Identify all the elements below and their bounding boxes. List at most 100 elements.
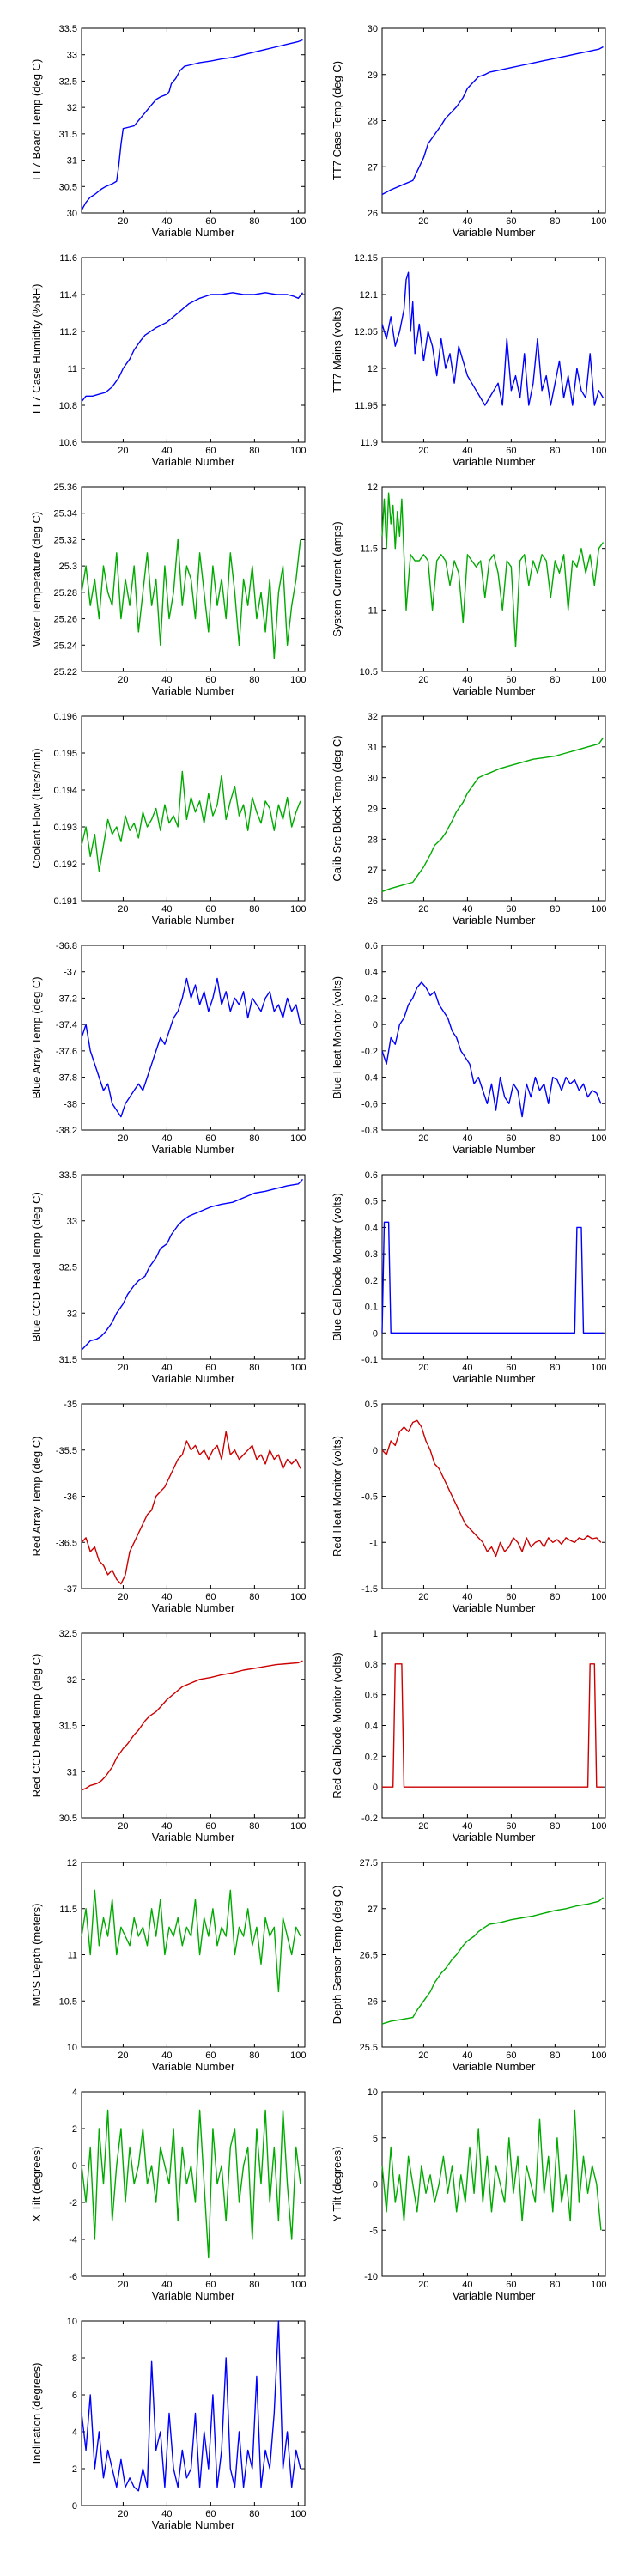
panel-2-xtick-label: 100 xyxy=(591,216,606,227)
panel-15-xtick-label: 100 xyxy=(290,1821,306,1832)
panel-21-xtick-label: 60 xyxy=(205,2509,216,2519)
panel-17-ytick-label: 10 xyxy=(67,2043,77,2053)
panel-13-xtick-label: 100 xyxy=(290,1592,306,1602)
panel-13-ylabel: Red Array Temp (deg C) xyxy=(30,1437,43,1557)
panel-11-xtick-label: 20 xyxy=(118,1363,128,1373)
panel-12-ytick-label: 0.2 xyxy=(365,1276,378,1286)
panel-9-series-line xyxy=(81,977,301,1118)
panel-12-ytick-label: 0 xyxy=(373,1328,378,1339)
panel-6-xlabel: Variable Number xyxy=(453,684,536,697)
panel-2-xtick-label: 40 xyxy=(462,216,472,227)
panel-4-ytick-label: 12.15 xyxy=(354,253,378,264)
panel-9-xtick-label: 20 xyxy=(118,1133,128,1144)
panel-6-series-line xyxy=(381,492,605,647)
panel-6-ytick-label: 11 xyxy=(368,605,378,616)
panel-18-ylabel: Depth Sensor Temp (deg C) xyxy=(331,1886,343,2025)
panel-14-xlabel: Variable Number xyxy=(453,1601,536,1614)
panel-10-xtick-label: 80 xyxy=(550,1133,560,1144)
panel-4-ylabel: TT7 Mains (volts) xyxy=(331,307,343,392)
panel-14-ytick-label: -0.5 xyxy=(361,1492,378,1503)
panel-19-ytick-label: -2 xyxy=(69,2198,77,2208)
panel-13-series-line xyxy=(81,1431,301,1585)
panel-10-ylabel: Blue Heat Monitor (volts) xyxy=(331,976,343,1099)
panel-16-xtick-label: 40 xyxy=(462,1821,472,1832)
panel-4-series-line xyxy=(381,271,605,406)
panel-15-axes-frame xyxy=(81,1632,306,1819)
panel-7-xtick-label: 100 xyxy=(290,904,306,914)
panel-17-ytick-label: 10.5 xyxy=(59,1996,77,2007)
panel-21-xtick-label: 40 xyxy=(161,2509,172,2519)
panel-2-ytick-label: 27 xyxy=(368,162,378,173)
panel-11-axes-frame xyxy=(81,1174,306,1360)
panel-7-ytick-label: 0.196 xyxy=(53,712,77,722)
panel-12-ylabel: Blue Cal Diode Monitor (volts) xyxy=(331,1193,343,1341)
panel-7-xlabel: Variable Number xyxy=(152,914,235,927)
panel-8-xtick-label: 100 xyxy=(591,904,606,914)
panel-2-ytick-label: 28 xyxy=(368,117,378,127)
panel-21-xtick-label: 80 xyxy=(249,2509,259,2519)
panel-1-ytick-label: 33.5 xyxy=(59,24,77,34)
panel-15-ylabel: Red CCD head temp (deg C) xyxy=(30,1654,43,1798)
panel-1-xtick-label: 20 xyxy=(118,216,128,227)
panel-2-xtick-label: 20 xyxy=(418,216,428,227)
panel-3-xtick-label: 40 xyxy=(161,446,172,456)
panel-8-ylabel: Calib Src Block Temp (deg C) xyxy=(331,735,343,881)
panel-19-xlabel: Variable Number xyxy=(152,2289,235,2302)
panel-3-axes-frame xyxy=(81,257,306,443)
panel-2-xtick-label: 60 xyxy=(506,216,516,227)
panel-20-xtick-label: 60 xyxy=(506,2280,516,2290)
panel-18-xtick-label: 80 xyxy=(550,2050,560,2061)
panel-5-ylabel: Water Temperature (deg C) xyxy=(30,512,43,647)
panel-7-ytick-label: 0.191 xyxy=(53,896,77,907)
panel-1-ylabel: TT7 Board Temp (deg C) xyxy=(30,59,43,183)
panel-14-xtick-label: 80 xyxy=(550,1592,560,1602)
panel-7-ytick-label: 0.194 xyxy=(53,786,77,796)
panel-10-axes-frame xyxy=(381,945,606,1131)
panel-19-series-line xyxy=(81,2109,301,2259)
panel-19-ytick-label: 0 xyxy=(72,2161,77,2172)
panel-20-ytick-label: 10 xyxy=(368,2087,378,2098)
panel-12-xtick-label: 100 xyxy=(591,1363,606,1373)
panel-16-xtick-label: 100 xyxy=(591,1821,606,1832)
panel-10-xtick-label: 100 xyxy=(591,1133,606,1144)
panel-21-ytick-label: 4 xyxy=(72,2427,77,2438)
panel-2-ylabel: TT7 Case Temp (deg C) xyxy=(331,61,343,180)
panel-12-ytick-label: 0.4 xyxy=(365,1223,378,1233)
panel-12-ytick-label: 0.3 xyxy=(365,1249,378,1260)
panel-3-ytick-label: 11.4 xyxy=(59,290,77,301)
panel-16-xlabel: Variable Number xyxy=(453,1831,536,1844)
panel-21-axes-frame xyxy=(81,2320,306,2506)
panel-17-ytick-label: 12 xyxy=(67,1858,77,1868)
panel-5-ytick-label: 25.3 xyxy=(59,562,77,572)
panel-19-xtick-label: 100 xyxy=(290,2280,306,2290)
panel-10-ytick-label: -0.4 xyxy=(361,1073,378,1084)
panel-4-ytick-label: 11.95 xyxy=(355,401,378,411)
panel-19-xtick-label: 20 xyxy=(118,2280,128,2290)
panel-6-ytick-label: 12 xyxy=(368,483,378,493)
panel-18-ytick-label: 27.5 xyxy=(360,1858,378,1868)
panel-7-ytick-label: 0.193 xyxy=(53,823,77,833)
panel-9-xtick-label: 40 xyxy=(161,1133,172,1144)
panel-19-ytick-label: 2 xyxy=(72,2124,77,2135)
panel-9-axes-frame xyxy=(81,945,306,1131)
panel-18-xtick-label: 60 xyxy=(506,2050,516,2061)
panel-7-axes-frame xyxy=(81,715,306,902)
panel-3-xtick-label: 80 xyxy=(249,446,259,456)
panel-7-xtick-label: 80 xyxy=(249,904,259,914)
panel-4-xtick-label: 20 xyxy=(418,446,428,456)
panel-4-axes-frame xyxy=(381,257,606,443)
panel-18-ytick-label: 25.5 xyxy=(360,2043,378,2053)
panel-3-xtick-label: 60 xyxy=(205,446,216,456)
panel-21-series-line xyxy=(81,2320,301,2492)
panel-3-xtick-label: 20 xyxy=(118,446,128,456)
panel-7-series-line xyxy=(81,770,301,872)
panel-16-series-line xyxy=(382,1663,604,1788)
panel-14-ytick-label: -1.5 xyxy=(361,1584,378,1595)
panel-13-ytick-label: -35.5 xyxy=(56,1446,77,1456)
panel-14-ylabel: Red Heat Monitor (volts) xyxy=(331,1436,343,1557)
panel-7-ytick-label: 0.192 xyxy=(53,860,77,870)
panel-5-xtick-label: 100 xyxy=(290,675,306,685)
panel-15-xtick-label: 60 xyxy=(205,1821,216,1832)
panel-2-xtick-label: 80 xyxy=(550,216,560,227)
panel-18-xtick-label: 40 xyxy=(462,2050,472,2061)
